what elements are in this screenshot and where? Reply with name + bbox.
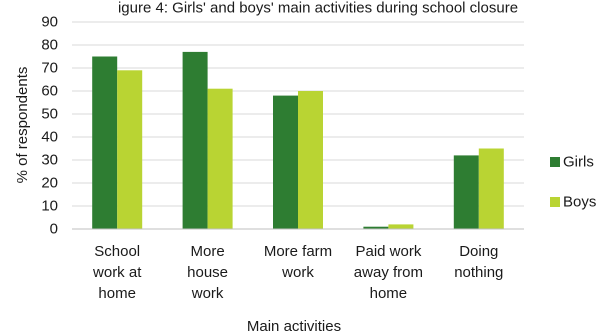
legend-label-girls: Girls [563, 154, 594, 171]
x-tick-label: Doing nothing [454, 243, 503, 281]
y-tick-label: 30 [41, 152, 58, 169]
bar-girls [363, 226, 389, 229]
y-tick-label: 0 [50, 221, 58, 238]
bar-boys [207, 88, 233, 229]
y-axis-title: % of respondents [14, 67, 31, 184]
legend-label-boys: Boys [563, 194, 596, 211]
bar-boys [117, 70, 143, 229]
y-tick-label: 40 [41, 129, 58, 146]
axes: 0 10 20 30 40 50 60 70 80 90 School work at home More… [41, 14, 524, 302]
legend-swatch-boys [550, 197, 560, 207]
legend-swatch-girls [550, 157, 560, 167]
y-tick-label: 50 [41, 106, 58, 123]
bar-boys [478, 148, 504, 229]
x-tick-label: More farm work [264, 243, 332, 281]
y-tick-label: 20 [41, 175, 58, 192]
y-tick-label: 80 [41, 37, 58, 54]
bar-boys [298, 91, 323, 229]
x-axis-title: Main activities [247, 318, 341, 335]
y-tick-label: 70 [41, 60, 58, 77]
chart-title: igure 4: Girls' and boys' main activitie… [118, 0, 518, 16]
bar-girls [182, 51, 208, 230]
bar-girls [453, 155, 479, 229]
x-tick-label: Paid work away from home [354, 243, 423, 302]
bar-girls [92, 56, 118, 229]
bars [92, 51, 504, 230]
bar-girls [273, 95, 298, 229]
y-tick-label: 60 [41, 83, 58, 100]
x-tick-label: More house work [187, 243, 228, 302]
bar-boys [388, 224, 414, 229]
legend: Girls Boys [550, 154, 596, 211]
y-tick-label: 90 [41, 14, 58, 31]
y-tick-label: 10 [41, 198, 58, 215]
x-tick-label: School work at home [92, 243, 142, 302]
